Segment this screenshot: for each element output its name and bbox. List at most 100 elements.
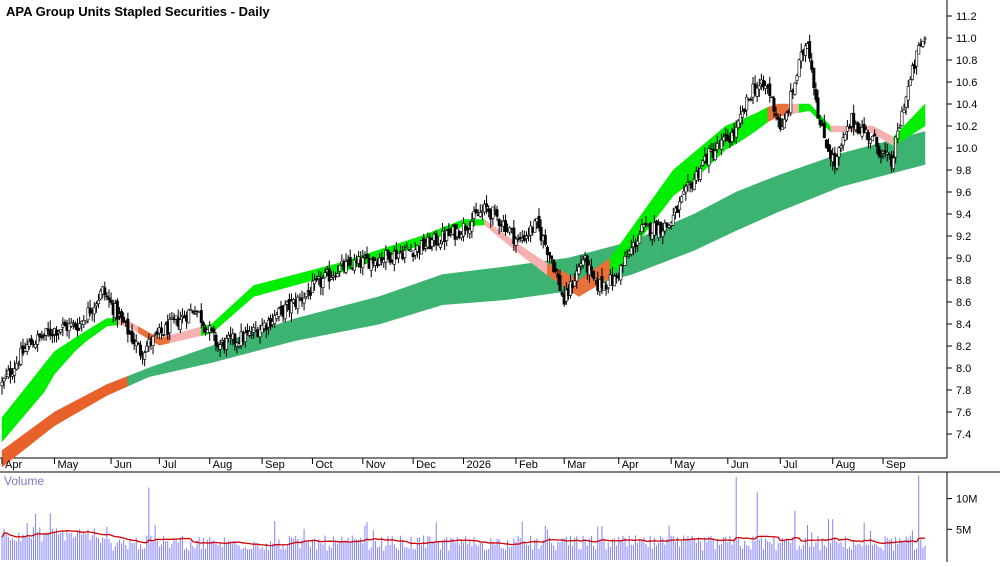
ribbon-short-segment <box>662 169 674 211</box>
candle-body <box>388 252 392 263</box>
candle-body <box>472 211 476 219</box>
price-tick-label: 7.4 <box>956 429 971 441</box>
ribbon-long-segment <box>106 380 118 396</box>
ribbon-long-segment <box>861 144 873 182</box>
candle-body <box>48 328 52 336</box>
candle-body <box>40 336 44 339</box>
candle-body <box>315 278 319 281</box>
candle-body <box>233 333 237 344</box>
candle-body <box>871 135 875 141</box>
ribbon-short-segment <box>169 332 181 344</box>
candle-body <box>873 133 877 137</box>
candle-body <box>485 203 489 207</box>
candle-body <box>902 109 906 113</box>
ribbon-long-segment <box>22 426 34 452</box>
candle-body <box>512 227 516 244</box>
candle-body <box>399 251 403 253</box>
candle-body <box>413 249 417 256</box>
candle-body <box>422 237 426 250</box>
candle-body <box>619 265 623 281</box>
candle-body <box>740 110 744 118</box>
ribbon-long-segment <box>767 175 779 217</box>
candle-body <box>545 246 549 255</box>
candle-body <box>671 214 675 226</box>
ribbon-long-segment <box>347 301 359 331</box>
candle-body <box>770 96 774 99</box>
candle-body <box>107 297 111 300</box>
candle-body <box>757 85 761 90</box>
candle-body <box>558 275 562 291</box>
candle-body <box>92 306 96 315</box>
time-tick-label: Nov <box>366 459 386 471</box>
candle-body <box>682 190 686 195</box>
time-tick-label: Apr <box>622 459 639 471</box>
ribbon-long-segment <box>368 296 380 327</box>
candle-body <box>642 224 646 228</box>
ribbon-short-segment <box>22 377 34 418</box>
candle-body <box>755 87 759 97</box>
candle-body <box>862 123 866 133</box>
time-tick-label: Aug <box>836 459 856 471</box>
ribbon-long-segment <box>798 164 810 204</box>
ribbon-long-segment <box>180 352 192 370</box>
candle-body <box>338 265 342 272</box>
candle-body <box>782 118 786 129</box>
candle-body <box>191 310 195 313</box>
price-tick-label: 8.4 <box>956 319 971 331</box>
candle-body <box>650 233 654 240</box>
candle-body <box>250 334 254 336</box>
time-tick-label: Apr <box>5 459 22 471</box>
candle-body <box>761 80 765 88</box>
candle-body <box>720 139 724 150</box>
candle-body <box>470 221 474 232</box>
candle-body <box>533 220 537 233</box>
candle-body <box>892 157 896 170</box>
candle-body <box>726 135 730 142</box>
candle-body <box>482 203 486 213</box>
candle-body <box>243 332 247 342</box>
ribbon-short-segment <box>106 318 118 327</box>
volume-axis: 5M 10M <box>947 494 977 536</box>
ribbon-long-segment <box>431 274 443 309</box>
price-axis: 7.4 7.6 7.8 8.0 8.2 8.4 8.6 8.8 9.0 9.2 9.4 9.6 9.8 1… <box>947 11 977 441</box>
candle-body <box>778 118 782 130</box>
ribbon-short-segment <box>159 335 171 346</box>
ribbon-long-segment <box>714 197 726 241</box>
ribbon-long-segment <box>326 307 338 335</box>
time-tick-label: Oct <box>315 459 332 471</box>
candle-body <box>67 323 71 331</box>
candle-body <box>273 315 277 324</box>
candle-body <box>629 247 633 255</box>
candle-body <box>877 145 881 156</box>
candle-body <box>63 321 67 327</box>
candle-body <box>38 333 42 337</box>
candle-body <box>625 256 629 259</box>
candle-body <box>44 328 48 336</box>
ribbon-short-segment <box>484 219 496 235</box>
candle-body <box>384 250 388 263</box>
ribbon-long-segment <box>190 349 202 368</box>
candle-body <box>289 300 293 314</box>
price-tick-label: 7.6 <box>956 407 971 419</box>
ribbon-long-segment <box>735 187 747 231</box>
price-tick-label: 10.2 <box>956 121 977 133</box>
candle-body <box>298 296 302 299</box>
ribbon-short-segment <box>242 284 254 307</box>
candle-body <box>59 329 63 333</box>
candle-body <box>493 208 497 211</box>
ribbon-short-segment <box>222 304 233 325</box>
candle-body <box>15 362 19 370</box>
candle-body <box>749 98 753 101</box>
candle-body <box>361 257 365 269</box>
ribbon-short-segment <box>12 390 24 431</box>
ribbon-long-segment <box>64 400 76 421</box>
volume-tick-label: 10M <box>956 494 977 506</box>
candle-body <box>105 295 109 298</box>
ribbon-long-segment <box>138 367 150 382</box>
candle-body <box>613 275 617 287</box>
candle-body <box>818 119 822 126</box>
candle-body <box>122 316 126 323</box>
volume-label: Volume <box>4 474 45 488</box>
candle-body <box>745 96 749 111</box>
